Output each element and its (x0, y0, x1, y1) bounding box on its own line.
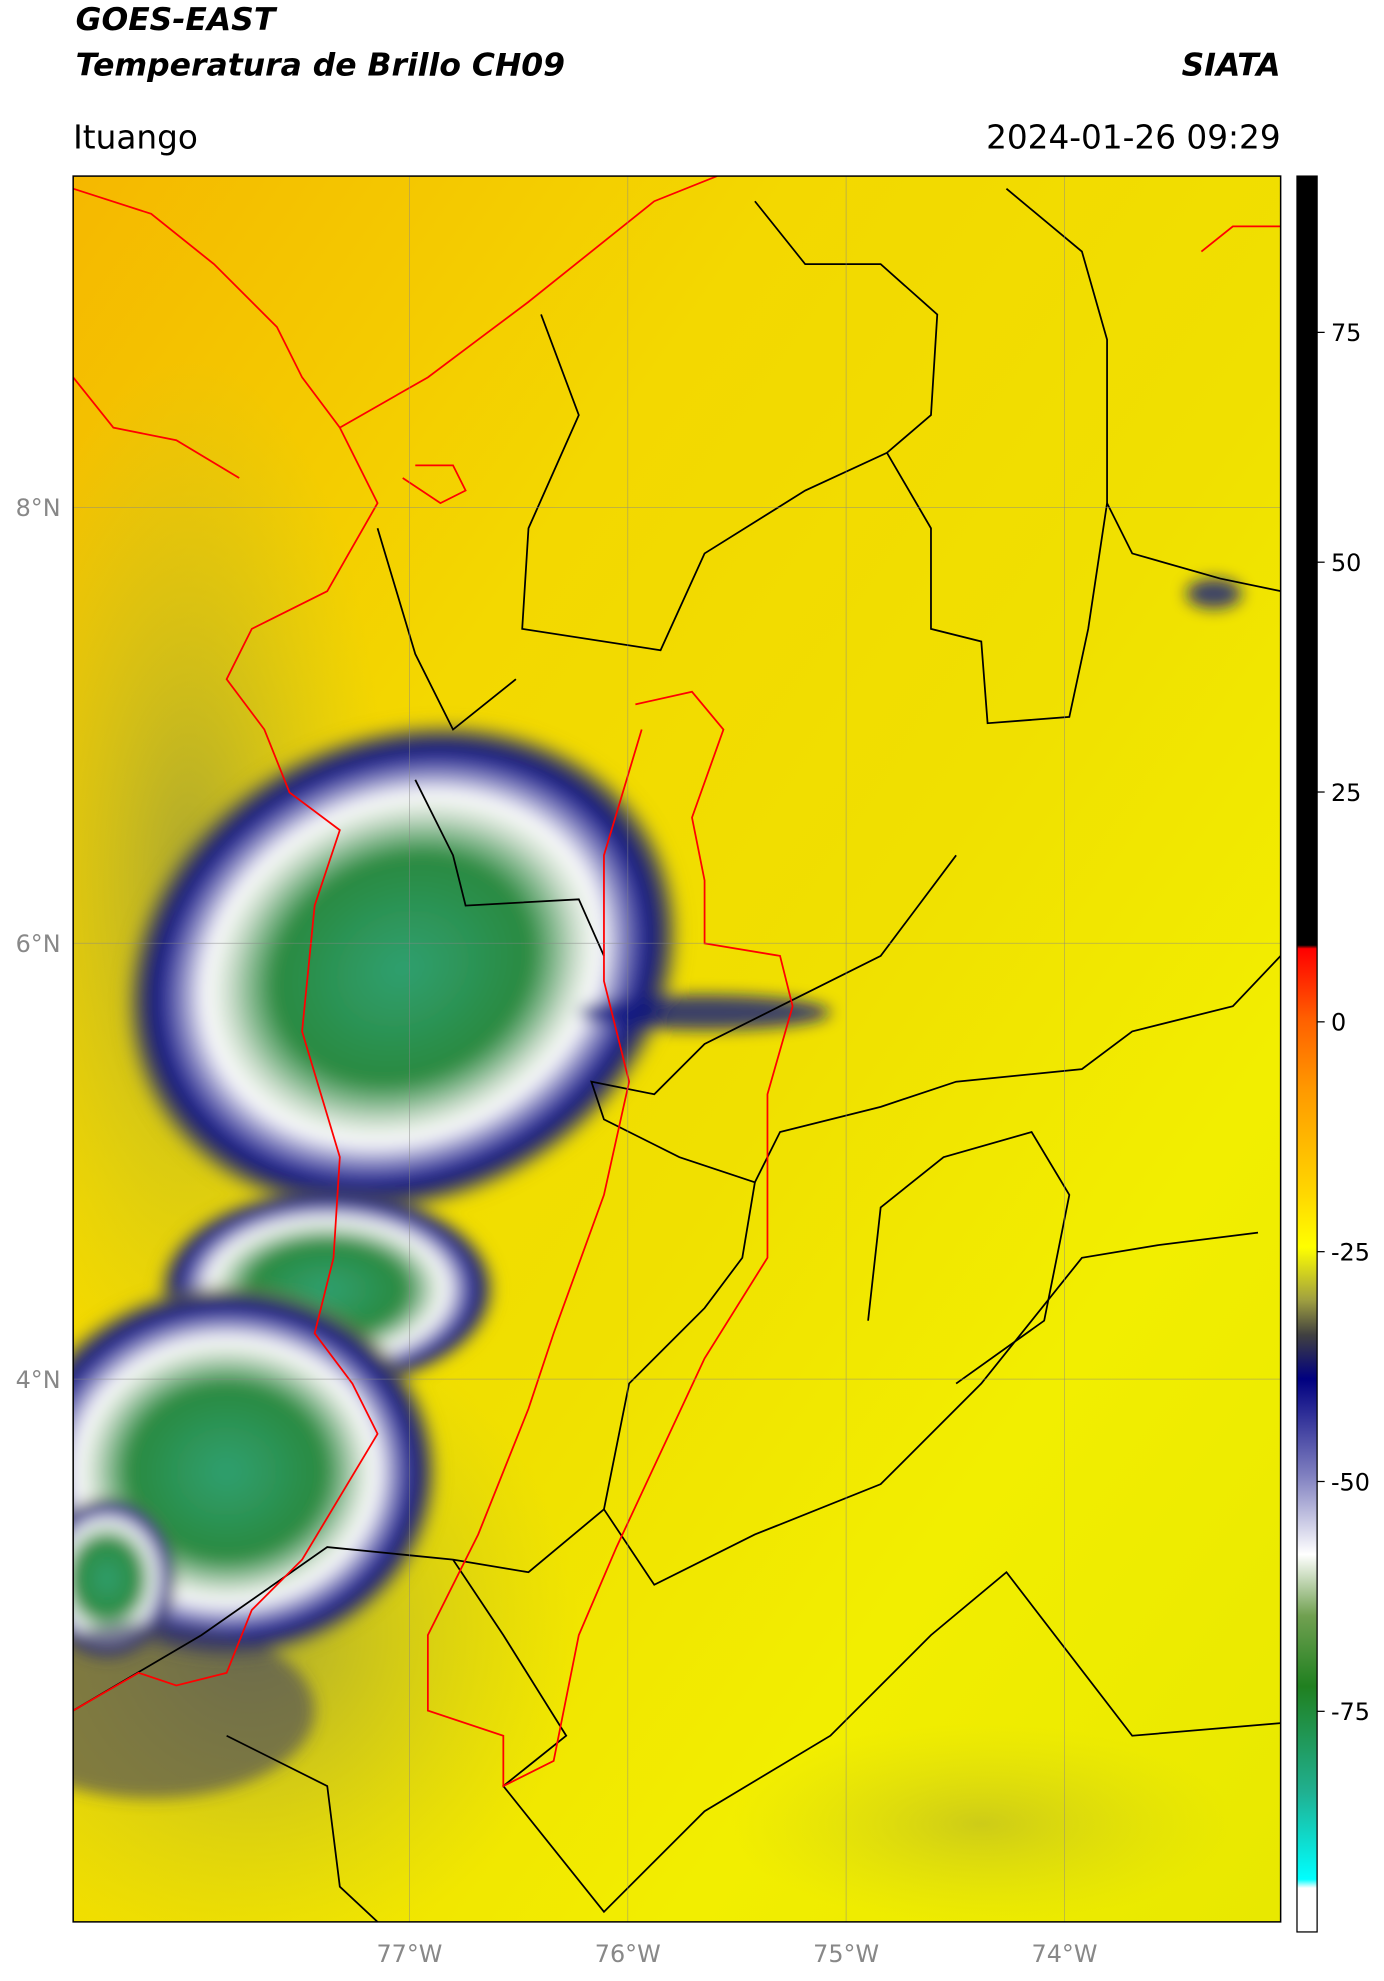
x-tick-label: 77°W (376, 1940, 442, 1968)
borders (73, 187, 1281, 1922)
x-tick-label: 74°W (1032, 1940, 1098, 1968)
datetime: 2024-01-26 09:29 (986, 118, 1281, 156)
map (73, 176, 1281, 1922)
y-tick-label: 4°N (16, 1366, 61, 1394)
subtitle: Temperatura de Brillo CH09 (76, 47, 565, 83)
colorbar-tick-label: 50 (1331, 549, 1361, 577)
colorbar-tick-label: 25 (1331, 779, 1361, 807)
title: GOES-EAST (76, 2, 278, 38)
source: SIATA (1182, 47, 1281, 83)
y-tick-label: 8°N (16, 494, 61, 522)
clouds (73, 578, 1242, 1799)
haze (729, 1723, 1233, 1922)
graticule (73, 176, 1281, 1922)
colorbar-tick-label: 75 (1331, 319, 1361, 347)
colorbar-tick-label: -75 (1331, 1698, 1370, 1726)
y-tick-label: 6°N (16, 930, 61, 958)
map-frame (72, 175, 1282, 1923)
colorbar-tick-label: -25 (1331, 1238, 1370, 1266)
colorbar-tick-label: -50 (1331, 1468, 1370, 1496)
red-boundaries (73, 176, 1281, 1788)
colorbar (1296, 175, 1318, 1933)
x-tick-label: 75°W (813, 1940, 879, 1968)
colorbar-tick-label: 0 (1331, 1009, 1346, 1037)
location: Ituango (73, 118, 198, 156)
x-tick-label: 76°W (595, 1940, 661, 1968)
